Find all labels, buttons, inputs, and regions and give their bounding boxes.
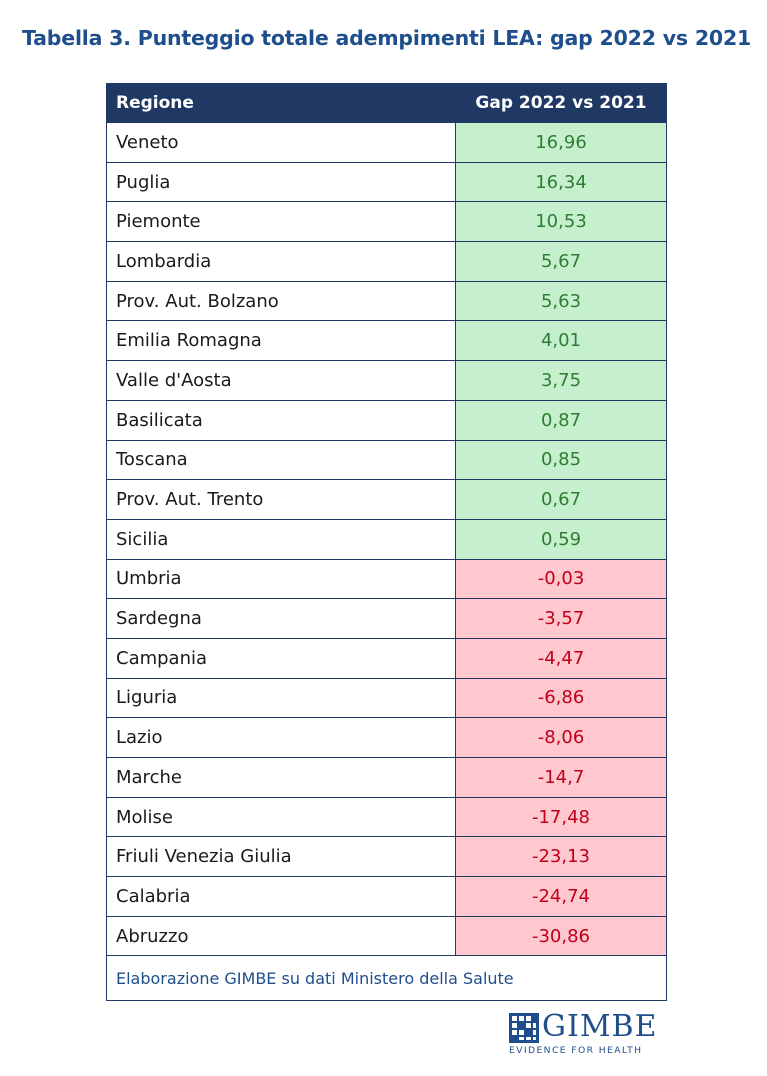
table-row: Lombardia 5,67 — [106, 241, 667, 282]
gap-cell: -0,03 — [455, 558, 667, 600]
table-row: Basilicata 0,87 — [106, 399, 667, 441]
column-header-gap: Gap 2022 vs 2021 — [455, 83, 667, 123]
gap-cell: -17,48 — [455, 796, 667, 838]
region-cell: Puglia — [106, 161, 456, 203]
gap-cell: 0,85 — [455, 439, 667, 481]
gap-cell: -24,74 — [455, 876, 667, 917]
gap-cell: -23,13 — [455, 836, 667, 878]
region-cell: Calabria — [106, 876, 456, 917]
region-cell: Liguria — [106, 677, 456, 719]
region-cell: Valle d'Aosta — [106, 360, 456, 401]
gap-cell: 0,67 — [455, 479, 667, 520]
table-row: Veneto 16,96 — [106, 122, 667, 163]
table-row: Prov. Aut. Trento 0,67 — [106, 479, 667, 520]
region-cell: Veneto — [106, 122, 456, 163]
table-row: Piemonte 10,53 — [106, 201, 667, 243]
table-row: Liguria -6,86 — [106, 677, 667, 719]
gap-cell: 3,75 — [455, 360, 667, 401]
region-cell: Toscana — [106, 439, 456, 481]
table-row: Calabria -24,74 — [106, 876, 667, 917]
table-row: Friuli Venezia Giulia -23,13 — [106, 836, 667, 878]
table-row: Prov. Aut. Bolzano 5,63 — [106, 280, 667, 322]
region-cell: Prov. Aut. Trento — [106, 479, 456, 520]
gap-cell: 4,01 — [455, 320, 667, 362]
region-cell: Marche — [106, 757, 456, 798]
lea-gap-table: Regione Gap 2022 vs 2021 Veneto 16,96 Pugl… — [106, 83, 667, 1002]
gap-cell: 16,34 — [455, 161, 667, 203]
table-footer-row: Elaborazione GIMBE su dati Ministero del… — [106, 955, 667, 1002]
table-row: Umbria -0,03 — [106, 558, 667, 600]
table-row: Puglia 16,34 — [106, 161, 667, 203]
gimbe-logo-mark-icon — [509, 1013, 539, 1043]
logo-name: GIMBE — [542, 1009, 658, 1044]
gap-cell: -3,57 — [455, 598, 667, 639]
region-cell: Piemonte — [106, 201, 456, 243]
table-row: Emilia Romagna 4,01 — [106, 320, 667, 362]
gap-cell: -8,06 — [455, 717, 667, 758]
source-note: Elaborazione GIMBE su dati Ministero del… — [106, 955, 667, 1002]
gap-cell: 10,53 — [455, 201, 667, 243]
region-cell: Campania — [106, 637, 456, 679]
gap-cell: -30,86 — [455, 915, 667, 957]
region-cell: Molise — [106, 796, 456, 838]
gap-cell: 16,96 — [455, 122, 667, 163]
gimbe-logo: GIMBE EVIDENCE FOR HEALTH — [509, 1009, 667, 1059]
table-title: Tabella 3. Punteggio totale adempimenti … — [22, 26, 752, 50]
region-cell: Umbria — [106, 558, 456, 600]
gap-cell: 5,63 — [455, 280, 667, 322]
region-cell: Friuli Venezia Giulia — [106, 836, 456, 878]
region-cell: Sicilia — [106, 518, 456, 560]
table-row: Sardegna -3,57 — [106, 598, 667, 639]
table-row: Molise -17,48 — [106, 796, 667, 838]
region-cell: Basilicata — [106, 399, 456, 441]
region-cell: Sardegna — [106, 598, 456, 639]
table-row: Sicilia 0,59 — [106, 518, 667, 560]
table-header-row: Regione Gap 2022 vs 2021 — [106, 83, 667, 123]
gap-cell: -6,86 — [455, 677, 667, 719]
gap-cell: 0,87 — [455, 399, 667, 441]
gap-cell: 5,67 — [455, 241, 667, 282]
gap-cell: 0,59 — [455, 518, 667, 560]
table-row: Valle d'Aosta 3,75 — [106, 360, 667, 401]
region-cell: Prov. Aut. Bolzano — [106, 280, 456, 322]
logo-tagline: EVIDENCE FOR HEALTH — [509, 1045, 643, 1056]
gap-cell: -14,7 — [455, 757, 667, 798]
table-row: Abruzzo -30,86 — [106, 915, 667, 957]
region-cell: Lombardia — [106, 241, 456, 282]
region-cell: Emilia Romagna — [106, 320, 456, 362]
table-row: Lazio -8,06 — [106, 717, 667, 758]
table-row: Campania -4,47 — [106, 637, 667, 679]
column-header-region: Regione — [106, 83, 456, 123]
table-row: Toscana 0,85 — [106, 439, 667, 481]
region-cell: Lazio — [106, 717, 456, 758]
gap-cell: -4,47 — [455, 637, 667, 679]
table-row: Marche -14,7 — [106, 757, 667, 798]
region-cell: Abruzzo — [106, 915, 456, 957]
